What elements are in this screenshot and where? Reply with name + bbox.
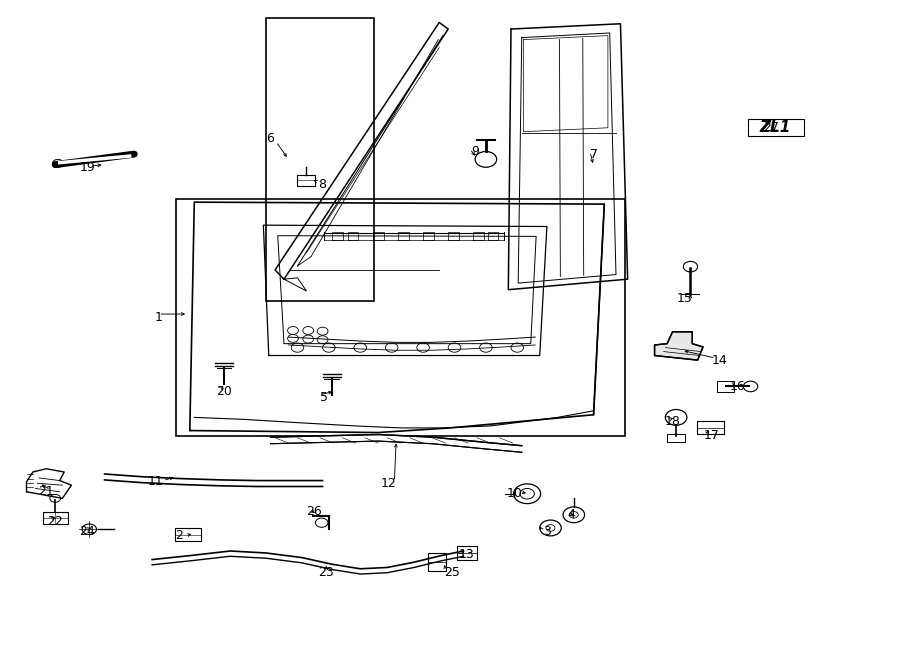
Text: 12: 12 (381, 477, 397, 490)
Text: 21: 21 (39, 485, 54, 498)
Text: 16: 16 (729, 380, 745, 393)
Text: 22: 22 (48, 515, 63, 528)
Text: 25: 25 (444, 566, 460, 579)
Text: 2: 2 (176, 529, 183, 543)
Text: 1: 1 (155, 311, 162, 324)
Bar (667, 434, 685, 442)
Bar (697, 421, 724, 434)
Text: 14: 14 (711, 354, 727, 367)
Text: 18: 18 (664, 415, 680, 428)
Polygon shape (654, 332, 703, 360)
Text: 4: 4 (567, 508, 575, 522)
Bar (748, 119, 804, 136)
Text: 7: 7 (590, 147, 598, 161)
Text: 27: 27 (763, 121, 779, 134)
Bar (176, 528, 201, 541)
Bar (457, 547, 477, 560)
Bar (176, 199, 625, 436)
Text: ZL1: ZL1 (759, 120, 790, 136)
Bar (717, 381, 734, 392)
Text: 20: 20 (216, 385, 232, 397)
Text: 6: 6 (266, 132, 274, 145)
Text: 23: 23 (319, 566, 334, 579)
Text: 11: 11 (148, 475, 164, 488)
Text: 3: 3 (543, 525, 551, 538)
Bar (266, 18, 374, 301)
Text: 5: 5 (320, 391, 328, 404)
Text: 26: 26 (306, 505, 321, 518)
Text: 15: 15 (677, 292, 693, 305)
Text: 9: 9 (472, 145, 479, 158)
Text: 24: 24 (79, 525, 94, 538)
Text: 8: 8 (319, 178, 327, 191)
Text: 19: 19 (79, 161, 95, 174)
Bar (42, 512, 68, 524)
Text: 13: 13 (458, 548, 474, 561)
Text: 10: 10 (507, 487, 523, 500)
Bar (298, 175, 315, 186)
Bar (428, 553, 446, 571)
Text: 17: 17 (704, 429, 720, 442)
